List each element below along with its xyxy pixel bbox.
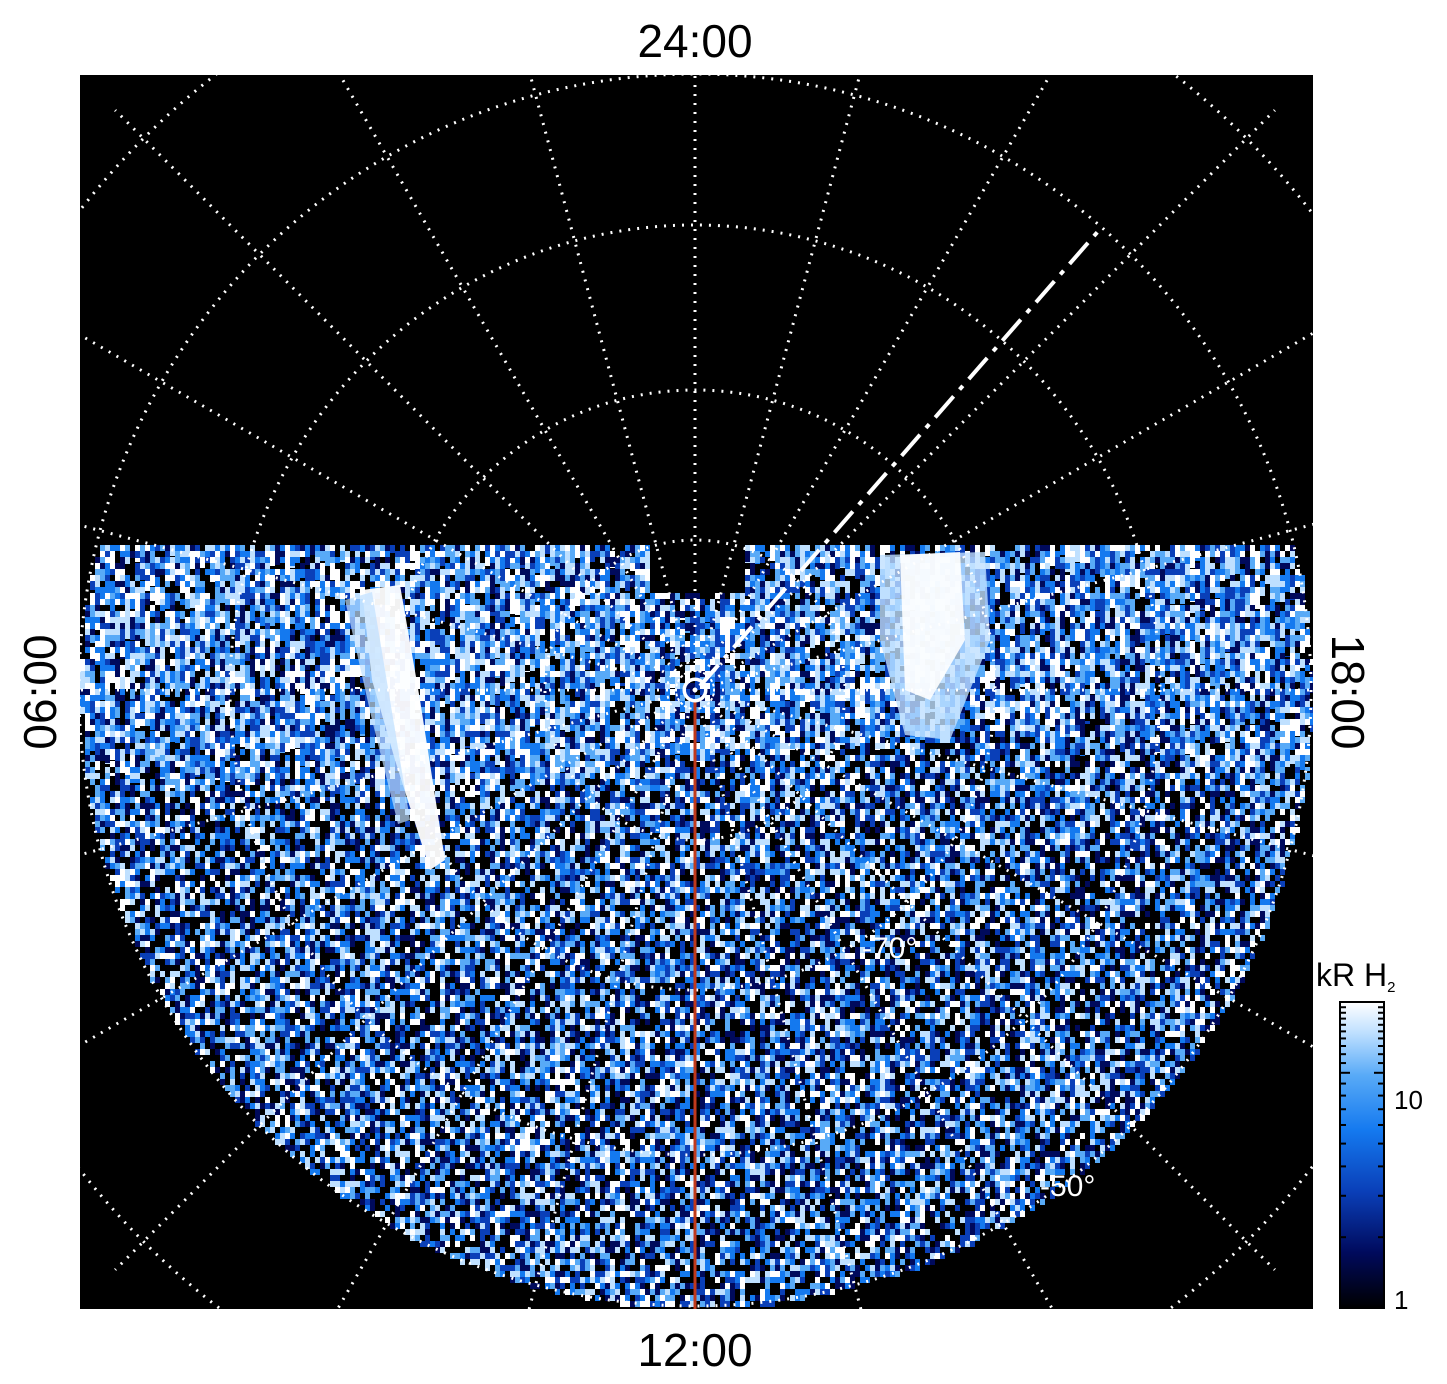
local-time-label-left: 06:00 — [14, 634, 66, 749]
emission-texture — [80, 545, 1313, 1307]
colorbar-tick-label-1: 1 — [1394, 1285, 1408, 1315]
local-time-label-bottom: 12:00 — [637, 1324, 752, 1376]
colorbar-gradient — [1339, 1001, 1385, 1309]
latitude-label-70: -70° — [862, 932, 917, 965]
colorbar-label-subscript: 2 — [1387, 979, 1395, 996]
colorbar-label: kR H2 — [1316, 957, 1395, 996]
local-time-label-right: 18:00 — [1322, 634, 1374, 749]
colorbar-tick-label-10: 10 — [1394, 1085, 1423, 1115]
colorbar-ticks — [1340, 1001, 1384, 1309]
local-time-label-top: 24:00 — [637, 15, 752, 67]
colorbar: kR H2 10 1 — [1316, 957, 1423, 1315]
latitude-label-50: -50° — [1040, 1170, 1095, 1203]
pole-marker — [682, 677, 708, 703]
